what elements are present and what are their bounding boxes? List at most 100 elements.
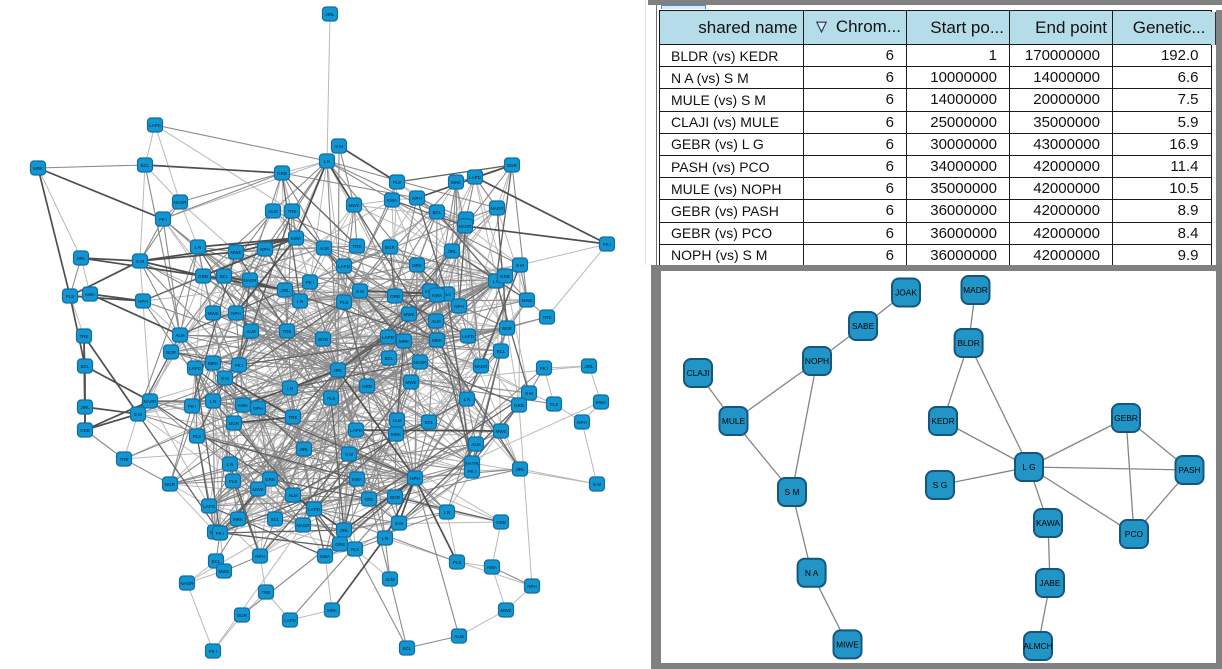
- svg-text:L N: L N: [210, 399, 217, 404]
- svg-text:JIRL: JIRL: [80, 405, 90, 410]
- svg-text:PK I: PK I: [306, 280, 315, 285]
- svg-text:NAGR: NAGR: [296, 523, 310, 528]
- svg-text:GRB: GRB: [362, 384, 372, 389]
- svg-text:TRE: TRE: [262, 590, 271, 595]
- svg-text:MWE: MWE: [404, 312, 415, 317]
- svg-text:PASH: PASH: [1178, 465, 1200, 475]
- svg-text:TRE: TRE: [80, 334, 89, 339]
- svg-text:GRB: GRB: [277, 171, 287, 176]
- svg-text:GEBR: GEBR: [1114, 413, 1138, 423]
- svg-text:MRK: MRK: [391, 432, 401, 437]
- svg-text:PK I: PK I: [159, 217, 168, 222]
- svg-text:PLS: PLS: [327, 396, 336, 401]
- svg-text:S M: S M: [395, 521, 403, 526]
- svg-text:KAWA: KAWA: [1036, 518, 1060, 528]
- svg-text:MRK: MRK: [432, 338, 442, 343]
- svg-text:NPH: NPH: [527, 584, 537, 589]
- svg-text:NAGR: NAGR: [243, 278, 257, 283]
- svg-text:MRK: MRK: [412, 263, 422, 268]
- svg-text:PLS: PLS: [453, 560, 462, 565]
- svg-text:LAPD: LAPD: [189, 366, 202, 371]
- svg-text:NAGR: NAGR: [474, 364, 488, 369]
- svg-text:KWA: KWA: [432, 293, 442, 298]
- svg-text:KWA: KWA: [85, 292, 95, 297]
- svg-text:GRB: GRB: [514, 403, 524, 408]
- svg-text:BCL: BCL: [271, 517, 280, 522]
- svg-text:KWA: KWA: [320, 554, 330, 559]
- svg-text:MIWE: MIWE: [836, 639, 859, 649]
- svg-text:BGR: BGR: [507, 163, 518, 168]
- svg-text:JIRL: JIRL: [76, 256, 86, 261]
- svg-text:ALM: ALM: [392, 418, 402, 423]
- svg-text:MRK: MRK: [233, 517, 243, 522]
- svg-text:JIRL: JIRL: [584, 364, 594, 369]
- svg-text:KEDR: KEDR: [931, 416, 954, 426]
- svg-text:NPH: NPH: [410, 476, 420, 481]
- svg-text:S G: S G: [933, 480, 947, 490]
- svg-text:TRE: TRE: [288, 209, 297, 214]
- svg-text:TRE: TRE: [289, 415, 298, 420]
- svg-text:NPH: NPH: [454, 304, 464, 309]
- svg-text:PCO: PCO: [1125, 529, 1144, 539]
- svg-text:MWE: MWE: [496, 429, 507, 434]
- svg-text:BCL: BCL: [433, 210, 442, 215]
- svg-text:S M: S M: [356, 289, 364, 294]
- svg-text:S M: S M: [221, 376, 229, 381]
- svg-text:L N: L N: [444, 510, 451, 515]
- svg-text:TRE: TRE: [353, 244, 362, 249]
- svg-text:JIRL: JIRL: [325, 12, 335, 17]
- svg-text:ALM: ALM: [268, 209, 278, 214]
- svg-text:NPH: NPH: [253, 406, 263, 411]
- svg-text:BGR: BGR: [166, 350, 177, 355]
- svg-text:NPH: NPH: [412, 196, 422, 201]
- svg-text:MWE: MWE: [349, 203, 360, 208]
- svg-text:NAGR: NAGR: [143, 399, 157, 404]
- svg-text:GRB: GRB: [496, 520, 506, 525]
- svg-text:NPH: NPH: [231, 311, 241, 316]
- svg-text:PLS: PLS: [550, 402, 559, 407]
- svg-text:TRE: TRE: [120, 457, 129, 462]
- svg-text:N A: N A: [805, 568, 819, 578]
- svg-text:MRK: MRK: [399, 339, 409, 344]
- svg-text:L N: L N: [493, 279, 500, 284]
- svg-text:S M: S M: [516, 263, 524, 268]
- svg-text:ALM: ALM: [454, 634, 464, 639]
- svg-text:BGR: BGR: [229, 421, 240, 426]
- svg-text:NPH: NPH: [255, 554, 265, 559]
- svg-text:MWE: MWE: [219, 569, 230, 574]
- svg-text:KWA: KWA: [487, 565, 497, 570]
- svg-text:L N: L N: [297, 299, 304, 304]
- svg-text:NAGR: NAGR: [458, 224, 472, 229]
- svg-text:LAPD: LAPD: [149, 123, 162, 128]
- svg-text:ALM: ALM: [246, 329, 256, 334]
- svg-text:BCL: BCL: [403, 646, 412, 651]
- svg-text:TRE: TRE: [543, 315, 552, 320]
- svg-text:MWE: MWE: [208, 311, 219, 316]
- svg-text:JIRL: JIRL: [280, 288, 290, 293]
- svg-text:MRK: MRK: [208, 361, 218, 366]
- svg-text:GRB: GRB: [198, 274, 208, 279]
- svg-text:BGR: BGR: [318, 337, 329, 342]
- svg-text:LAPD: LAPD: [308, 507, 321, 512]
- svg-text:JOAK: JOAK: [895, 288, 917, 298]
- svg-text:LAPD: LAPD: [338, 264, 351, 269]
- svg-text:L N: L N: [324, 159, 331, 164]
- svg-text:S M: S M: [785, 487, 800, 497]
- svg-text:L N: L N: [464, 397, 471, 402]
- svg-text:JIRL: JIRL: [299, 447, 309, 452]
- svg-text:NOPH: NOPH: [805, 356, 829, 366]
- svg-text:NAGR: NAGR: [413, 360, 427, 365]
- svg-text:ALM: ALM: [175, 333, 185, 338]
- svg-text:PLS: PLS: [351, 547, 360, 552]
- svg-text:BLDR: BLDR: [957, 338, 979, 348]
- svg-text:PK I: PK I: [216, 531, 225, 536]
- svg-text:TRE: TRE: [365, 497, 374, 502]
- svg-text:BGR: BGR: [385, 245, 396, 250]
- svg-text:S M: S M: [136, 259, 144, 264]
- svg-text:BCL: BCL: [212, 559, 221, 564]
- svg-text:PLS: PLS: [229, 479, 238, 484]
- svg-text:BCL: BCL: [497, 349, 506, 354]
- svg-text:LAPD: LAPD: [284, 618, 297, 623]
- svg-text:LAPD: LAPD: [469, 175, 482, 180]
- svg-text:BGR: BGR: [237, 613, 248, 618]
